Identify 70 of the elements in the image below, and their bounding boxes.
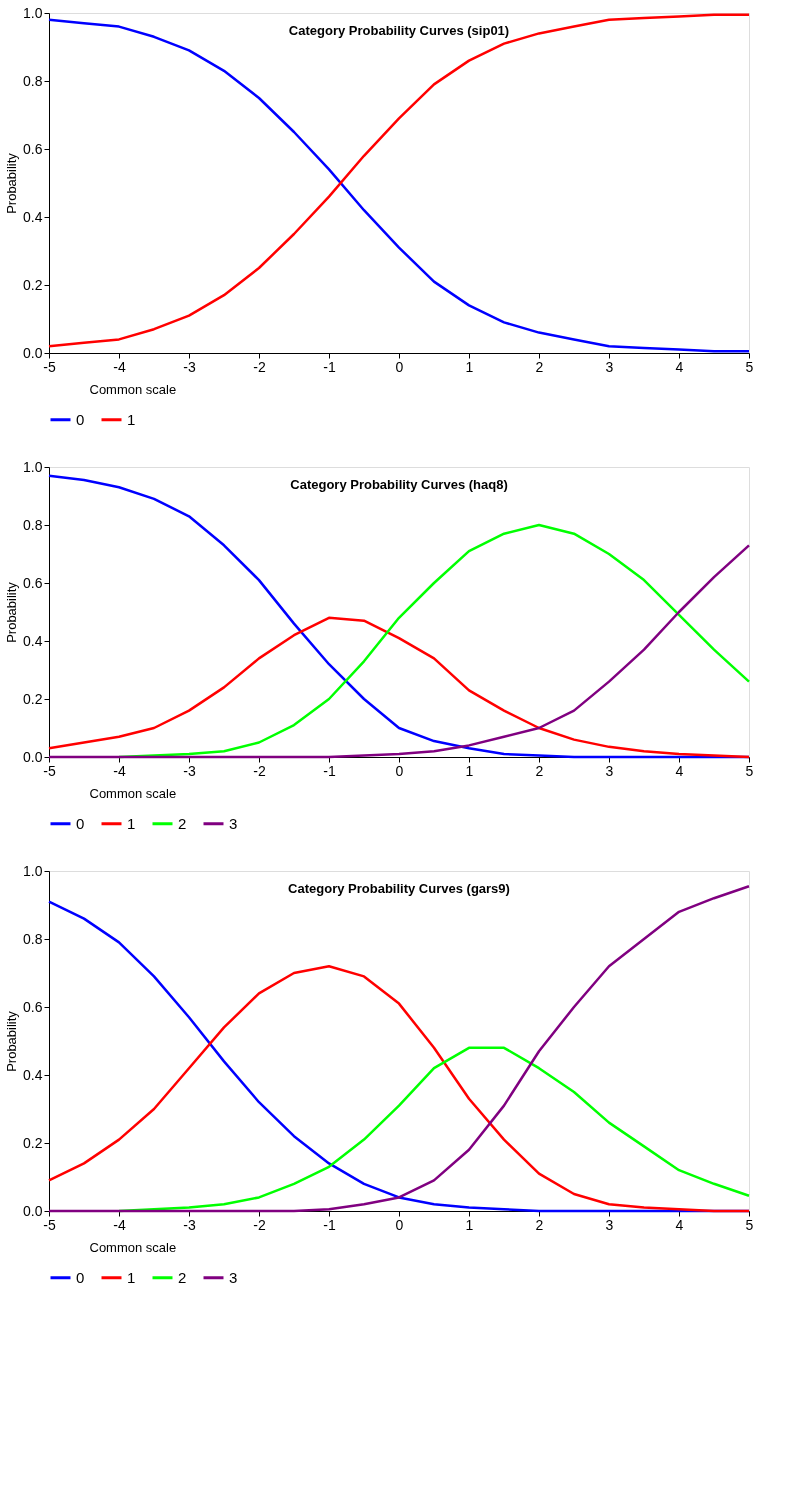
legend-label: 0 bbox=[76, 814, 85, 832]
x-tick-label: 4 bbox=[675, 762, 684, 779]
y-tick-label: 0.0 bbox=[23, 748, 43, 765]
x-tick-label: 2 bbox=[535, 762, 544, 779]
x-tick-label: 3 bbox=[605, 1216, 614, 1233]
x-tick-label: 2 bbox=[535, 358, 544, 375]
x-tick-label: -5 bbox=[43, 1216, 56, 1233]
y-tick-label: 1.0 bbox=[23, 862, 43, 879]
x-tick-label: 4 bbox=[675, 1216, 684, 1233]
x-tick-label: -2 bbox=[253, 762, 266, 779]
legend-label: 0 bbox=[76, 410, 85, 428]
legend-label: 1 bbox=[127, 410, 136, 428]
y-tick-label: 0.8 bbox=[23, 516, 43, 533]
x-tick-label: -5 bbox=[43, 358, 56, 375]
x-axis-title: Common scale bbox=[89, 1239, 177, 1255]
x-tick-label: 3 bbox=[605, 762, 614, 779]
x-tick-label: -2 bbox=[253, 358, 266, 375]
legend-label: 1 bbox=[127, 1268, 136, 1286]
x-tick-label: -1 bbox=[323, 358, 336, 375]
x-axis-title: Common scale bbox=[89, 381, 177, 397]
x-tick-label: 0 bbox=[395, 358, 404, 375]
legend-label: 2 bbox=[178, 814, 187, 832]
y-tick-label: 0.6 bbox=[23, 998, 43, 1015]
legend-label: 1 bbox=[127, 814, 136, 832]
x-tick-label: 5 bbox=[745, 358, 754, 375]
legend-label: 0 bbox=[76, 1268, 85, 1286]
y-tick-label: 1.0 bbox=[23, 458, 43, 475]
x-tick-label: -3 bbox=[183, 358, 196, 375]
x-tick-label: -3 bbox=[183, 762, 196, 779]
x-tick-label: 3 bbox=[605, 358, 614, 375]
y-tick-label: 0.2 bbox=[23, 276, 43, 293]
x-tick-label: -4 bbox=[113, 358, 126, 375]
x-tick-label: -4 bbox=[113, 1216, 126, 1233]
y-tick-label: 0.8 bbox=[23, 930, 43, 947]
y-axis-title: Probability bbox=[4, 152, 20, 214]
y-axis-title: Probability bbox=[4, 1010, 20, 1072]
y-tick-label: 0.2 bbox=[23, 690, 43, 707]
x-tick-label: -3 bbox=[183, 1216, 196, 1233]
text: Category Probability Curves (gars9) bbox=[288, 881, 510, 896]
x-tick-label: 2 bbox=[535, 1216, 544, 1233]
y-tick-label: 0.2 bbox=[23, 1134, 43, 1151]
x-tick-label: 5 bbox=[745, 1216, 754, 1233]
x-tick-label: 1 bbox=[465, 1216, 474, 1233]
legend-label: 2 bbox=[178, 1268, 187, 1286]
y-axis-title: Probability bbox=[4, 581, 20, 643]
y-tick-label: 0.8 bbox=[23, 72, 43, 89]
text: Category Probability Curves (sip01) bbox=[288, 23, 510, 38]
y-tick-label: 0.6 bbox=[23, 140, 43, 157]
x-axis-title: Common scale bbox=[89, 785, 177, 801]
x-tick-label: -1 bbox=[323, 762, 336, 779]
x-tick-label: -4 bbox=[113, 762, 126, 779]
x-tick-label: 1 bbox=[465, 762, 474, 779]
y-tick-label: 0.4 bbox=[23, 208, 43, 225]
x-tick-label: 0 bbox=[395, 1216, 404, 1233]
x-tick-label: 5 bbox=[745, 762, 754, 779]
text: Category Probability Curves (haq8) bbox=[290, 477, 508, 492]
legend-label: 3 bbox=[229, 814, 238, 832]
y-tick-label: 0.4 bbox=[23, 632, 43, 649]
x-tick-label: 4 bbox=[675, 358, 684, 375]
x-tick-label: 1 bbox=[465, 358, 474, 375]
y-tick-label: 0.0 bbox=[23, 1202, 43, 1219]
y-tick-label: 1.0 bbox=[23, 4, 43, 21]
x-tick-label: -1 bbox=[323, 1216, 336, 1233]
x-tick-label: -5 bbox=[43, 762, 56, 779]
y-tick-label: 0.0 bbox=[23, 344, 43, 361]
x-tick-label: 0 bbox=[395, 762, 404, 779]
x-tick-label: -2 bbox=[253, 1216, 266, 1233]
y-tick-label: 0.4 bbox=[23, 1066, 43, 1083]
legend-label: 3 bbox=[229, 1268, 238, 1286]
y-tick-label: 0.6 bbox=[23, 574, 43, 591]
